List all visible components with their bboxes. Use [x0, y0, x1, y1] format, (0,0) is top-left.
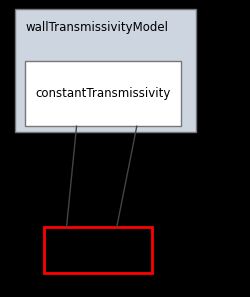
Text: wallTransmissivityModel: wallTransmissivityModel [25, 21, 168, 34]
Bar [25, 61, 180, 126]
Bar [15, 9, 195, 132]
Bar [44, 227, 151, 273]
Text: constantTransmissivity: constantTransmissivity [35, 87, 170, 100]
